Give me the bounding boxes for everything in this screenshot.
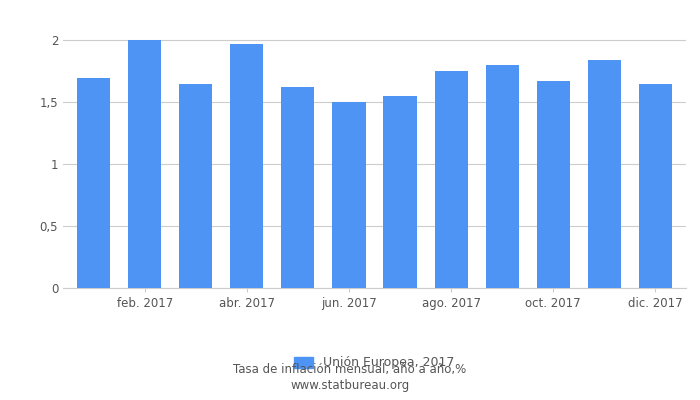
Bar	[435, 71, 468, 288]
Bar	[639, 84, 672, 288]
Text: www.statbureau.org: www.statbureau.org	[290, 380, 410, 392]
Bar	[230, 44, 263, 288]
Bar	[179, 84, 212, 288]
Bar	[384, 96, 416, 288]
Bar	[588, 60, 621, 288]
Bar	[537, 81, 570, 288]
Bar	[128, 40, 161, 288]
Bar	[486, 65, 519, 288]
Bar	[332, 102, 365, 288]
Bar	[77, 78, 110, 288]
Bar	[281, 88, 314, 288]
Text: Tasa de inflación mensual, año a año,%: Tasa de inflación mensual, año a año,%	[233, 364, 467, 376]
Legend: Unión Europea, 2017: Unión Europea, 2017	[289, 352, 460, 374]
